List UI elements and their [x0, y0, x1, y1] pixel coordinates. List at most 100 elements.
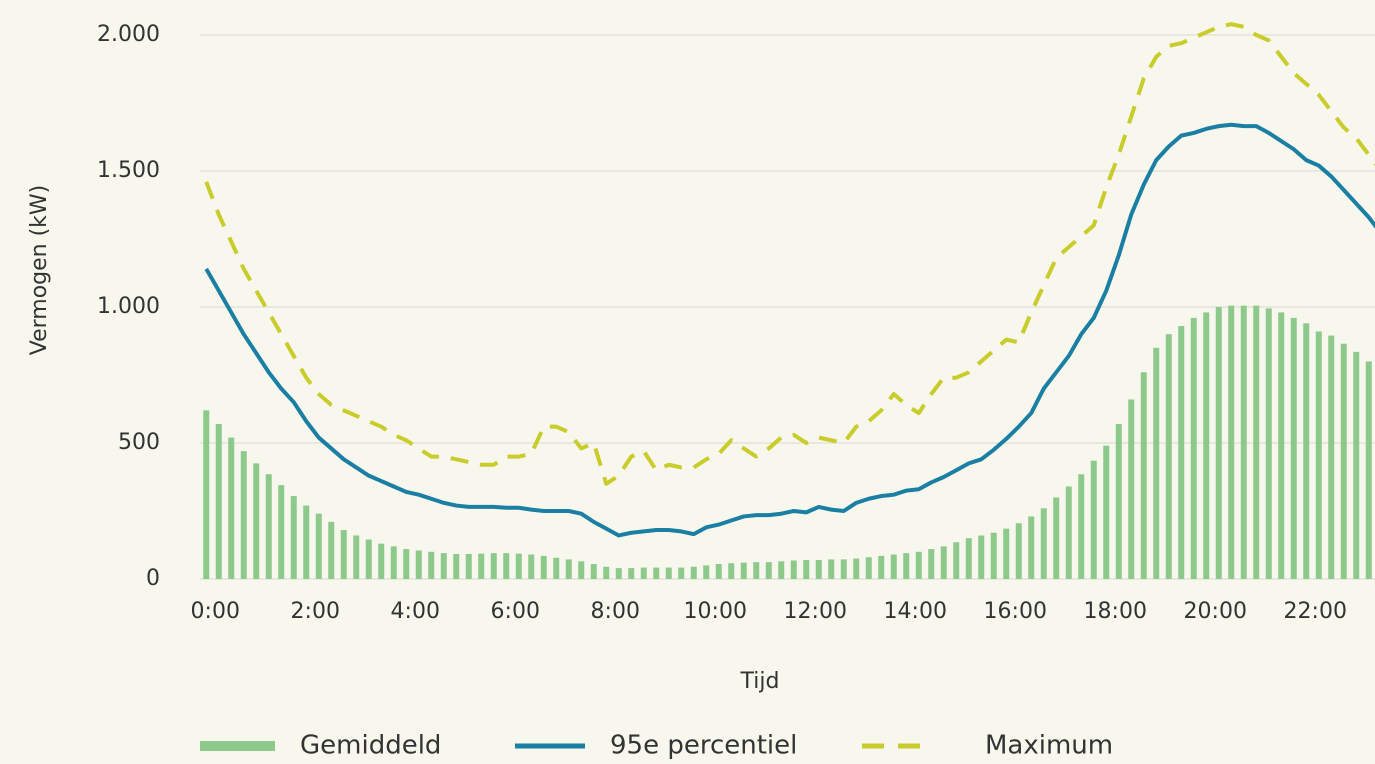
bar: [453, 553, 460, 579]
bar: [1265, 308, 1272, 579]
bar: [940, 546, 947, 579]
x-tick-label: 18:00: [1084, 599, 1147, 624]
bar: [628, 568, 635, 579]
y-tick-label: 500: [118, 430, 160, 455]
bar: [603, 566, 610, 579]
x-tick-label: 14:00: [884, 599, 947, 624]
bar: [378, 543, 385, 579]
bar: [228, 437, 235, 579]
bar: [428, 551, 435, 579]
x-tick-label: 8:00: [591, 599, 640, 624]
bar: [1128, 399, 1135, 579]
bar: [1040, 508, 1047, 579]
bar: [353, 535, 360, 579]
bar: [365, 539, 372, 579]
bar: [478, 553, 485, 579]
bar: [1078, 474, 1085, 579]
bar: [1365, 361, 1372, 579]
bar: [553, 557, 560, 579]
bar: [1090, 460, 1097, 579]
y-tick-label: 1.000: [97, 294, 160, 319]
bar: [1278, 312, 1285, 579]
bar: [590, 564, 597, 579]
bar: [803, 559, 810, 579]
bar: [928, 549, 935, 579]
bar: [203, 410, 210, 579]
bar: [415, 550, 422, 579]
bar: [965, 538, 972, 579]
bar: [1103, 445, 1110, 579]
x-tick-label: 10:00: [684, 599, 747, 624]
bar: [815, 559, 822, 579]
y-tick-label: 1.500: [97, 158, 160, 183]
bar: [890, 554, 897, 579]
legend-label: Maximum: [985, 731, 1113, 761]
bar: [1065, 486, 1072, 579]
bar: [1190, 317, 1197, 579]
bar: [278, 485, 285, 579]
bar: [253, 463, 260, 579]
bar: [1253, 305, 1260, 579]
bar: [715, 564, 722, 579]
bar: [703, 565, 710, 579]
bar: [215, 423, 222, 579]
bar: [1003, 528, 1010, 579]
x-tick-label: 4:00: [391, 599, 440, 624]
bar: [528, 554, 535, 579]
bar: [1165, 334, 1172, 579]
line-series: [204, 122, 1375, 538]
bar: [690, 566, 697, 579]
bar: [578, 561, 585, 579]
legend-label: 95e percentiel: [610, 731, 797, 761]
bar: [1228, 305, 1235, 579]
bar: [790, 560, 797, 579]
bar: [865, 557, 872, 579]
bar: [1240, 305, 1247, 579]
bar: [878, 555, 885, 579]
bar: [990, 532, 997, 579]
bar: [1328, 335, 1335, 579]
bar: [1315, 331, 1322, 579]
x-tick-label: 0:00: [191, 599, 240, 624]
bar: [1053, 497, 1060, 579]
bar: [1140, 372, 1147, 579]
y-axis-label: Vermogen (kW): [27, 185, 52, 356]
bar: [465, 553, 472, 579]
bar: [853, 558, 860, 579]
bar: [1028, 516, 1035, 579]
x-tick-label: 2:00: [291, 599, 340, 624]
bar: [340, 530, 347, 579]
legend-label: Gemiddeld: [300, 731, 441, 761]
bar: [440, 553, 447, 579]
bar: [653, 567, 660, 579]
bar: [665, 567, 672, 579]
bar: [503, 553, 510, 579]
bar: [915, 551, 922, 579]
bar: [315, 513, 322, 579]
bar: [1178, 326, 1185, 579]
x-tick-label: 20:00: [1184, 599, 1247, 624]
y-tick-label: 0: [146, 566, 160, 591]
legend-swatch: [200, 741, 275, 751]
bar: [303, 505, 310, 579]
x-tick-label: 16:00: [984, 599, 1047, 624]
bar: [828, 559, 835, 579]
bar: [265, 474, 272, 579]
bar: [953, 542, 960, 579]
bar: [1340, 343, 1347, 579]
x-axis-label: Tijd: [740, 669, 780, 694]
bar: [1215, 307, 1222, 579]
bar: [678, 567, 685, 579]
bar: [728, 563, 735, 579]
bar: [640, 567, 647, 579]
bar: [1115, 423, 1122, 579]
bar: [615, 568, 622, 579]
bar: [1290, 317, 1297, 579]
bar: [565, 559, 572, 579]
bar: [240, 451, 247, 579]
bar: [1303, 323, 1310, 579]
bar: [490, 553, 497, 579]
bar: [978, 535, 985, 579]
bar: [290, 496, 297, 579]
